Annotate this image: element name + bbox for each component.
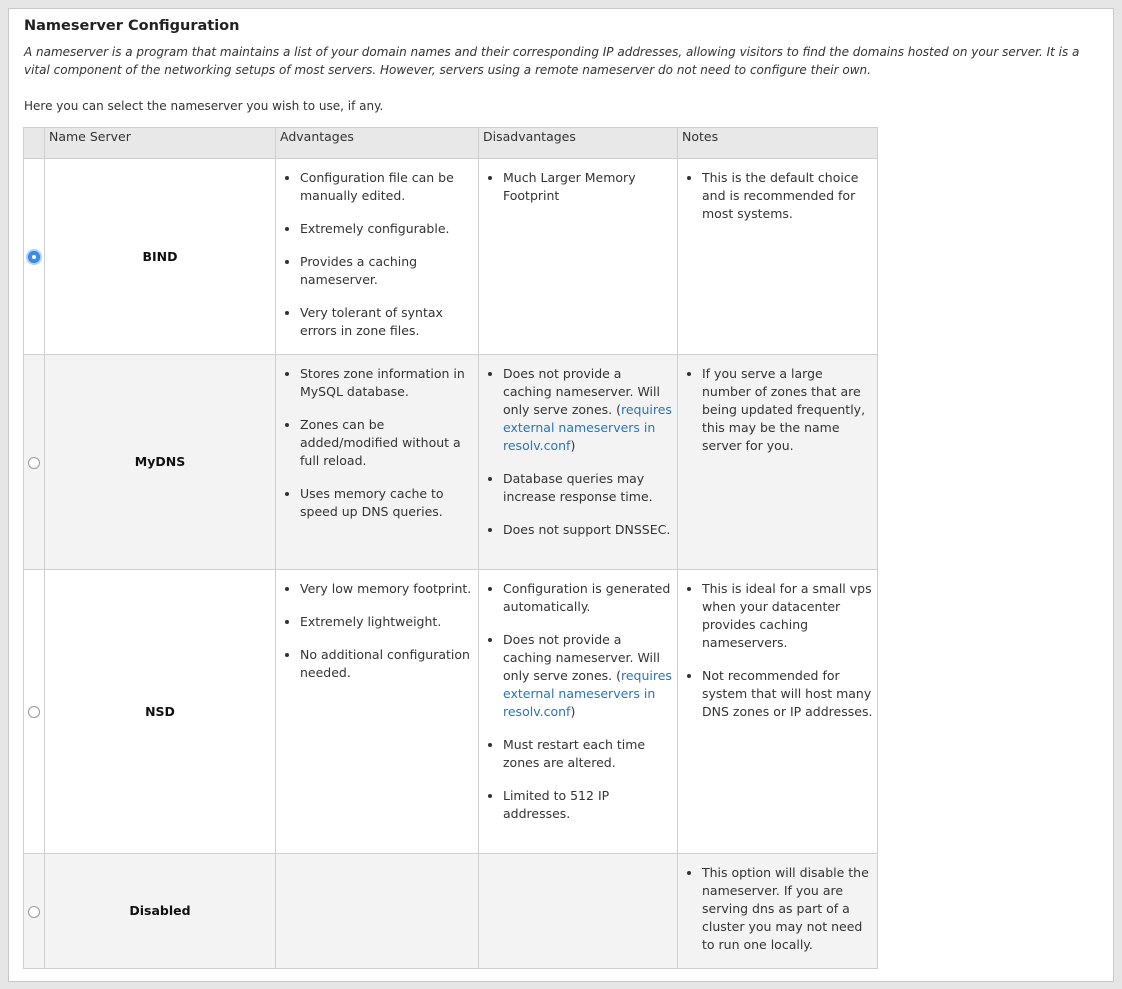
notes-list: This is the default choice and is recomm…	[681, 169, 874, 223]
radio-bind[interactable]	[28, 251, 40, 263]
advantage-item: Very tolerant of syntax errors in zone f…	[300, 304, 475, 340]
notes-cell: If you serve a large number of zones tha…	[677, 354, 878, 570]
disadvantages-cell: Much Larger Memory Footprint	[478, 158, 678, 355]
resolv-conf-link[interactable]: requires external nameservers in resolv.…	[503, 668, 672, 719]
radio-disabled[interactable]	[28, 905, 40, 918]
radio-cell[interactable]	[23, 569, 45, 854]
table-row-disabled: Disabled This option will disable the nam…	[23, 853, 878, 969]
notes-list: If you serve a large number of zones tha…	[681, 365, 874, 455]
name-server-label: BIND	[44, 158, 276, 355]
disadvantage-item: Does not support DNSSEC.	[503, 521, 674, 539]
disadvantage-text: Does not provide a caching nameserver. W…	[503, 366, 660, 417]
resolv-conf-link[interactable]: requires external nameservers in resolv.…	[503, 402, 672, 453]
disadvantage-text: Much Larger Memory Footprint	[503, 170, 636, 203]
disadvantages-list: Much Larger Memory Footprint	[482, 169, 674, 205]
notes-cell: This is the default choice and is recomm…	[677, 158, 878, 355]
note-item: This is ideal for a small vps when your …	[702, 580, 874, 652]
advantages-cell: Stores zone information in MySQL databas…	[275, 354, 479, 570]
advantage-item: Extremely lightweight.	[300, 613, 475, 631]
radio-cell[interactable]	[23, 853, 45, 969]
disadvantages-list: Does not provide a caching nameserver. W…	[482, 365, 674, 539]
table-row-nsd: NSD Very low memory footprint. Extremely l…	[23, 569, 878, 854]
name-server-label: MyDNS	[44, 354, 276, 570]
header-notes: Notes	[677, 127, 878, 159]
disadvantage-item: Does not provide a caching nameserver. W…	[503, 365, 674, 455]
disadvantage-suffix: )	[570, 438, 576, 453]
disadvantages-cell	[478, 853, 678, 969]
name-server-label: Disabled	[44, 853, 276, 969]
disadvantage-text: Database queries may increase response t…	[503, 471, 653, 504]
note-item: This is the default choice and is recomm…	[702, 169, 874, 223]
advantage-item: Very low memory footprint.	[300, 580, 475, 598]
advantage-item: Provides a caching nameserver.	[300, 253, 475, 289]
disadvantage-item: Database queries may increase response t…	[503, 470, 674, 506]
disadvantage-text: Configuration is generated automatically…	[503, 581, 671, 614]
notes-list: This option will disable the nameserver.…	[681, 864, 874, 954]
advantage-item: Uses memory cache to speed up DNS querie…	[300, 485, 475, 521]
disadvantage-text: Does not provide a caching nameserver. W…	[503, 632, 660, 683]
disadvantage-suffix: )	[570, 704, 576, 719]
disadvantage-text: Does not support DNSSEC.	[503, 522, 671, 537]
header-advantages: Advantages	[275, 127, 479, 159]
table-row-mydns: MyDNS Stores zone information in MySQL da…	[23, 354, 878, 570]
disadvantages-cell: Does not provide a caching nameserver. W…	[478, 354, 678, 570]
disadvantages-list: Configuration is generated automatically…	[482, 580, 674, 823]
advantages-list: Very low memory footprint. Extremely ligh…	[279, 580, 475, 682]
advantages-cell: Very low memory footprint. Extremely ligh…	[275, 569, 479, 854]
disadvantage-item: Limited to 512 IP addresses.	[503, 787, 674, 823]
header-name-server: Name Server	[44, 127, 276, 159]
advantage-item: Stores zone information in MySQL databas…	[300, 365, 475, 401]
page-title: Nameserver Configuration	[24, 18, 240, 34]
advantage-item: Extremely configurable.	[300, 220, 475, 238]
nameserver-table: Name Server Advantages Disadvantages Not…	[23, 127, 878, 969]
advantage-item: No additional configuration needed.	[300, 646, 475, 682]
disadvantage-text: Must restart each time zones are altered…	[503, 737, 646, 770]
disadvantages-cell: Configuration is generated automatically…	[478, 569, 678, 854]
note-item: If you serve a large number of zones tha…	[702, 365, 874, 455]
radio-mydns[interactable]	[28, 456, 40, 469]
header-disadvantages: Disadvantages	[478, 127, 678, 159]
select-instructions: Here you can select the nameserver you w…	[24, 99, 384, 113]
name-server-label: NSD	[44, 569, 276, 854]
advantages-list: Stores zone information in MySQL databas…	[279, 365, 475, 521]
advantages-cell	[275, 853, 479, 969]
description: A nameserver is a program that maintains…	[24, 45, 1080, 77]
disadvantage-item: Must restart each time zones are altered…	[503, 736, 674, 772]
table-row-bind: BIND Configuration file can be manually e…	[23, 158, 878, 355]
note-item: This option will disable the nameserver.…	[702, 864, 874, 954]
advantages-list: Configuration file can be manually edite…	[279, 169, 475, 340]
notes-list: This is ideal for a small vps when your …	[681, 580, 874, 721]
disadvantage-item: Does not provide a caching nameserver. W…	[503, 631, 674, 721]
disadvantage-text: Limited to 512 IP addresses.	[503, 788, 610, 821]
radio-cell[interactable]	[23, 354, 45, 570]
radio-cell[interactable]	[23, 158, 45, 355]
disadvantage-item: Much Larger Memory Footprint	[503, 169, 674, 205]
notes-cell: This is ideal for a small vps when your …	[677, 569, 878, 854]
header-radio	[23, 127, 45, 159]
disadvantage-item: Configuration is generated automatically…	[503, 580, 674, 616]
note-item: Not recommended for system that will hos…	[702, 667, 874, 721]
notes-cell: This option will disable the nameserver.…	[677, 853, 878, 969]
advantage-item: Zones can be added/modified without a fu…	[300, 416, 475, 470]
nameserver-config-panel: Nameserver Configuration A nameserver is…	[8, 8, 1114, 982]
radio-nsd[interactable]	[28, 706, 40, 718]
advantage-item: Configuration file can be manually edite…	[300, 169, 475, 205]
advantages-cell: Configuration file can be manually edite…	[275, 158, 479, 355]
